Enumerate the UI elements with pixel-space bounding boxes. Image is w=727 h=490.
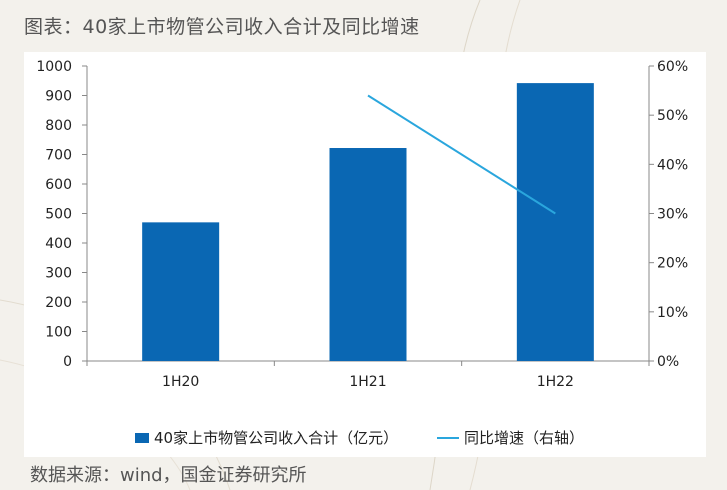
legend-line-swatch [437, 436, 459, 439]
chart-legend: 40家上市物管公司收入合计（亿元） 同比增速（右轴） [0, 427, 727, 451]
right-tick-label: 30% [657, 207, 688, 223]
left-tick-label: 200 [45, 295, 72, 311]
right-tick-label: 50% [657, 108, 688, 124]
right-tick-label: 10% [657, 305, 688, 321]
left-tick-label: 300 [45, 266, 72, 282]
x-tick-label: 1H21 [349, 374, 386, 390]
left-tick-label: 0 [63, 354, 72, 370]
x-tick-label: 1H22 [537, 374, 574, 390]
legend-item-growth: 同比增速（右轴） [437, 427, 584, 448]
left-tick-label: 400 [45, 236, 72, 252]
left-tick-label: 100 [45, 325, 72, 341]
left-tick-label: 1000 [36, 59, 72, 75]
chart-panel: 0 100 200 300 400 500 600 700 800 900 1000 0% 10% 20%… [24, 52, 706, 457]
legend-label-growth: 同比增速（右轴） [464, 429, 585, 447]
left-tick-label: 600 [45, 177, 72, 193]
growth-line [367, 94, 556, 215]
bar-1H22 [516, 83, 594, 362]
x-tick-label: 1H20 [162, 374, 199, 390]
legend-item-revenue: 40家上市物管公司收入合计（亿元） [135, 427, 398, 448]
source-note: 数据来源：wind，国金证券研究所 [30, 465, 307, 486]
legend-bar-swatch [135, 432, 149, 443]
figure-caption: 图表：40家上市物管公司收入合计及同比增速 [24, 16, 420, 38]
left-tick-label: 900 [45, 89, 72, 105]
right-tick-label: 0% [657, 354, 679, 370]
right-tick-label: 60% [657, 59, 688, 75]
legend-label-revenue: 40家上市物管公司收入合计（亿元） [154, 429, 399, 447]
left-tick-label: 700 [45, 148, 72, 164]
bar-1H21 [329, 148, 407, 361]
right-tick-label: 40% [657, 157, 688, 173]
combo-chart: 0 100 200 300 400 500 600 700 800 900 1000 0% 10% 20%… [36, 59, 688, 390]
right-tick-label: 20% [657, 256, 688, 272]
bar-1H20 [142, 222, 220, 361]
left-tick-label: 500 [45, 207, 72, 223]
left-tick-label: 800 [45, 118, 72, 134]
